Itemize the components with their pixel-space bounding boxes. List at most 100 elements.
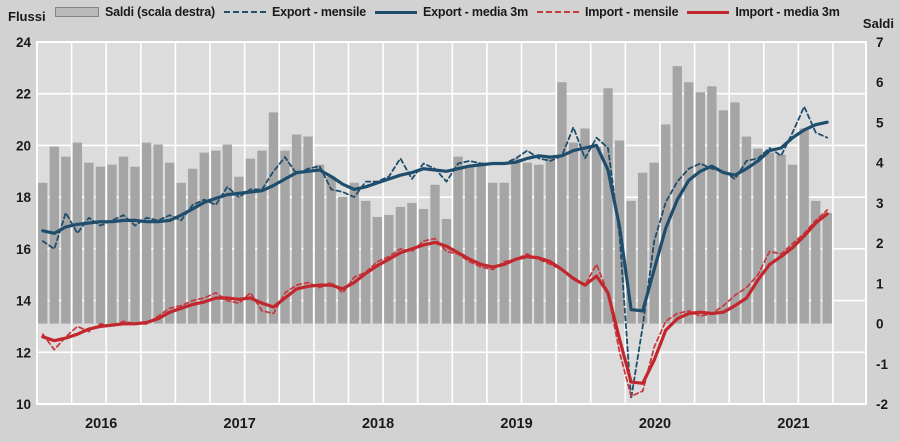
chart-legend: Saldi (scala destra) Export - mensile Expo… [55,2,840,22]
legend-label: Saldi (scala destra) [105,5,215,19]
legend-item-export-mensile: Export - mensile [223,5,367,19]
saldi-bar [511,158,521,324]
saldi-bar [453,156,463,324]
saldi-bar [407,202,417,324]
right-axis-tick: 5 [876,115,884,130]
saldi-bar [268,112,279,324]
saldi-bar [326,176,336,324]
saldi-bar [626,200,636,324]
left-axis-tick: 12 [16,345,31,360]
saldi-bar [776,154,786,324]
import-mensile-line [41,209,829,398]
saldi-bar [245,158,256,324]
legend-label: Export - media 3m [423,5,528,19]
right-axis-tick: 1 [876,276,884,291]
saldi-bar [464,166,475,324]
left-axis-tick: 20 [16,138,31,153]
saldi-bar [199,152,209,324]
right-axis-tick: -1 [876,357,888,372]
solid-line-swatch-icon [687,10,730,14]
saldi-bar [107,164,117,324]
saldi-bar [141,142,152,324]
saldi-bar [303,136,313,324]
left-axis-tick: 22 [16,87,31,102]
right-axis-tick: 6 [876,75,884,90]
saldi-bar [764,152,775,324]
saldi-bar [95,166,106,324]
left-axis-tick: 16 [16,242,32,257]
solid-line-swatch-icon [375,10,418,14]
saldi-bar [84,162,94,324]
saldi-bar [49,146,59,324]
left-axis-tick: 24 [16,35,32,50]
legend-label: Import - media 3m [735,5,840,19]
saldi-bar [234,176,244,324]
dashed-line-swatch-icon [536,11,579,13]
saldi-bar [741,136,752,324]
saldi-bar [280,150,290,324]
saldi-bar [314,164,325,324]
saldi-bar [672,66,682,324]
saldi-bar [488,182,498,324]
legend-label: Export - mensile [271,5,367,19]
saldi-bar [38,182,48,324]
saldi-bar [499,182,509,324]
saldi-bar [211,150,221,324]
left-axis-tick: 18 [16,190,32,205]
saldi-bar [130,166,140,324]
saldi-bar [695,92,706,324]
left-axis-tick: 14 [16,294,32,309]
dashed-line-swatch-icon [223,11,266,13]
saldi-bar [557,82,567,324]
saldi-bar [707,86,717,324]
saldi-bar [153,144,163,324]
x-axis-year-label: 2017 [224,416,256,432]
saldi-bar [188,168,198,324]
saldi-bar [718,110,729,324]
x-axis-year-label: 2020 [639,416,671,432]
x-axis-year-label: 2019 [500,416,532,432]
saldi-bar [384,214,394,324]
saldi-bar [257,150,267,324]
right-axis-tick: -2 [876,397,888,412]
saldi-bar [441,218,452,324]
saldi-bar [338,196,348,324]
saldi-bar [361,200,371,324]
legend-item-import-mensile: Import - mensile [536,5,679,19]
saldi-bar [822,212,832,324]
legend-item-export-media-3m: Export - media 3m [375,5,528,19]
saldi-bar [349,182,359,324]
saldi-bar [291,134,302,324]
saldi-bar [222,144,233,324]
saldi-bar [418,208,429,324]
right-axis-tick: 0 [876,317,884,332]
legend-item-saldi-scala-destra: Saldi (scala destra) [55,5,215,19]
bar-swatch-icon [55,7,99,17]
right-axis-tick: 7 [876,35,884,50]
right-axis-tick: 3 [876,196,884,211]
right-axis-tick: 2 [876,236,884,251]
legend-label: Import - mensile [584,5,679,19]
x-axis-year-label: 2016 [85,416,117,432]
saldi-bar [545,158,556,324]
right-axis-tick: 4 [876,156,884,171]
saldi-bar [684,82,694,324]
saldi-bar [568,142,579,324]
saldi-bar [730,102,740,324]
left-axis-title: Flussi [8,9,46,24]
saldi-bar [176,182,186,324]
saldi-bar [591,146,602,324]
saldi-bar [430,184,440,324]
import-media3m-line [41,212,829,385]
x-axis-year-label: 2021 [777,416,809,432]
saldi-bar [637,172,648,324]
saldi-bar [395,206,406,324]
left-axis-tick: 10 [16,397,31,412]
saldi-bar [72,142,83,324]
legend-item-import-media-3m: Import - media 3m [687,5,840,19]
export-media3m-line [41,120,829,313]
saldi-bar [811,200,821,324]
saldi-bars [38,66,832,324]
